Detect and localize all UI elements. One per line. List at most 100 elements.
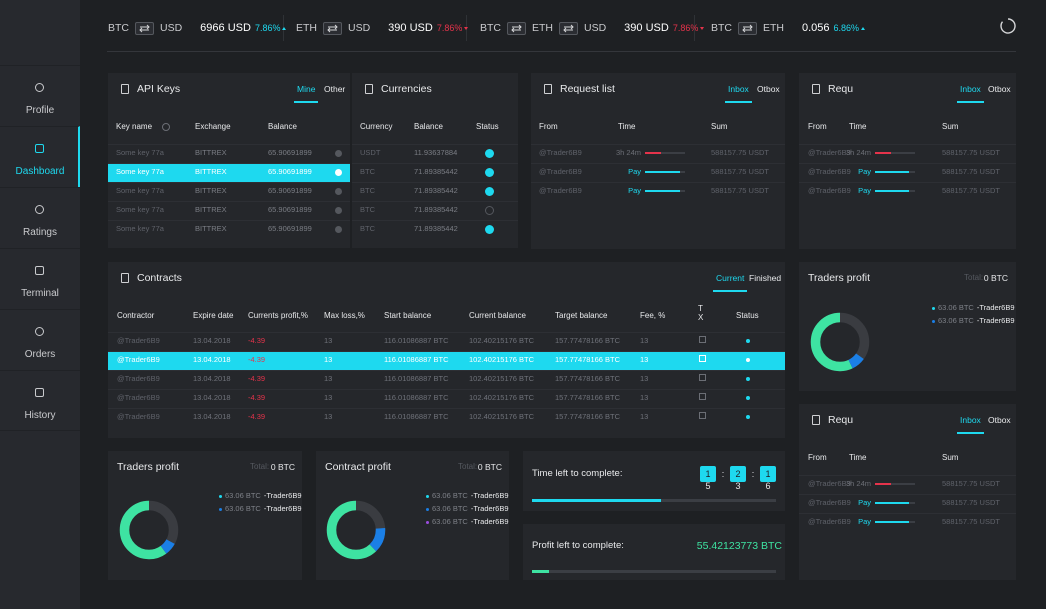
column-header[interactable]: Time (849, 453, 867, 462)
column-header[interactable]: Time (849, 122, 867, 131)
swap-icon[interactable] (559, 21, 578, 35)
nav-item[interactable]: Profile (0, 65, 80, 126)
nav-item[interactable]: History (0, 370, 80, 431)
table-row[interactable] (531, 181, 785, 202)
donut-segments (326, 500, 386, 560)
column-header[interactable]: T X (698, 304, 704, 322)
table-row[interactable] (799, 143, 1016, 164)
nav-item[interactable]: Orders (0, 309, 80, 370)
column-header[interactable]: Sum (942, 453, 959, 462)
table-row[interactable] (799, 474, 1016, 495)
table-row[interactable] (352, 143, 518, 164)
column-header[interactable]: Sum (942, 122, 959, 131)
column-header[interactable]: Start balance (384, 311, 432, 320)
ticker-item[interactable]: BTC ETH USD 390 USD 7.86% (480, 19, 705, 37)
column-header[interactable]: Max loss,% (324, 311, 365, 320)
table-row[interactable] (799, 512, 1016, 533)
column-header[interactable]: Expire date (193, 311, 234, 320)
swap-icon[interactable] (135, 21, 154, 35)
tab[interactable]: Current (716, 273, 745, 283)
tab[interactable]: Mine (297, 84, 316, 94)
table-row[interactable] (799, 162, 1016, 183)
table-row[interactable] (108, 200, 350, 220)
table-row[interactable] (108, 181, 350, 201)
column-header[interactable]: From (808, 453, 827, 462)
column-header[interactable]: Time (618, 122, 636, 131)
column-header[interactable]: Status (736, 311, 759, 320)
table-cell: Pay (858, 498, 871, 507)
link-icon[interactable] (699, 336, 706, 343)
swap-icon[interactable] (738, 21, 757, 35)
column-header[interactable]: Contractor (117, 311, 155, 320)
link-icon[interactable] (699, 374, 706, 381)
column-header[interactable]: From (808, 122, 827, 131)
table-cell: @Trader6B9 (808, 517, 851, 526)
column-header[interactable]: Status (476, 122, 499, 131)
nav-item[interactable]: Ratings (0, 187, 80, 248)
tab[interactable]: Inbox (728, 84, 749, 94)
column-header[interactable]: Balance (268, 122, 297, 131)
ticker-item[interactable]: ETH USD 390 USD 7.86% (296, 19, 469, 37)
column-header[interactable]: From (539, 122, 558, 131)
column-header[interactable]: Currency (360, 122, 393, 131)
table-row[interactable] (799, 181, 1016, 202)
tab[interactable]: Otbox (988, 415, 1011, 425)
tab[interactable]: Inbox (960, 84, 981, 94)
ticker-item[interactable]: BTC ETH 0.056 6.86% (711, 19, 866, 37)
tab[interactable]: Finished (749, 273, 782, 283)
table-row[interactable] (108, 407, 785, 427)
column-header[interactable]: Sum (711, 122, 728, 131)
column-header[interactable]: Currents profit,% (248, 311, 309, 320)
column-header[interactable]: Balance (414, 122, 443, 131)
remove-icon[interactable] (335, 187, 342, 195)
ticker-item[interactable]: BTC USD 6966 USD 7.86% (108, 19, 287, 37)
table-row[interactable] (531, 162, 785, 183)
table-cell: BTC (360, 205, 375, 214)
link-icon[interactable] (699, 393, 706, 400)
tab[interactable]: Inbox (960, 415, 981, 425)
nav-item[interactable]: Dashboard (0, 126, 80, 187)
panel: Traders profit Total: 0 BTC 63.06 BTC -Trade… (108, 451, 302, 580)
link-icon[interactable] (699, 412, 706, 419)
column-header[interactable]: Key name (116, 122, 153, 131)
swap-icon[interactable] (323, 21, 342, 35)
tab[interactable]: Other (324, 84, 346, 94)
refresh-icon[interactable] (999, 17, 1017, 35)
table-row[interactable] (352, 200, 518, 221)
remove-icon[interactable] (335, 225, 342, 233)
tab[interactable]: Otbox (988, 84, 1011, 94)
column-header[interactable]: Exchange (195, 122, 231, 131)
panel-title: Requ (828, 414, 854, 426)
table-row[interactable] (108, 369, 785, 389)
column-header[interactable]: Target balance (555, 311, 608, 320)
legend-item: 63.06 BTC -Trader6B9 (432, 516, 509, 528)
table-cell: 588157.75 USDT (942, 517, 1000, 526)
nav-item[interactable]: Terminal (0, 248, 80, 309)
table-row[interactable] (352, 219, 518, 240)
remove-icon[interactable] (335, 168, 342, 176)
table-row[interactable] (108, 350, 785, 370)
table-row[interactable] (352, 181, 518, 202)
table-cell: -4.39 (248, 412, 266, 421)
table-row[interactable] (531, 143, 785, 164)
table-row[interactable] (108, 388, 785, 408)
table-row[interactable] (799, 493, 1016, 514)
table-cell: 588157.75 USDT (711, 167, 769, 176)
table-row[interactable] (108, 331, 785, 351)
status-dot (746, 377, 750, 381)
table-row[interactable] (108, 162, 350, 182)
link-icon[interactable] (699, 355, 706, 362)
column-header[interactable]: Current balance (469, 311, 526, 320)
table-row[interactable] (108, 219, 350, 239)
donut-chart (326, 500, 386, 560)
remove-icon[interactable] (335, 149, 342, 157)
legend-amount: 63.06 BTC (432, 504, 468, 513)
swap-icon[interactable] (507, 21, 526, 35)
table-row[interactable] (352, 162, 518, 183)
column-header[interactable]: Fee, % (640, 311, 666, 320)
donut-segment (810, 312, 870, 372)
table-row[interactable] (108, 143, 350, 163)
tab[interactable]: Otbox (757, 84, 780, 94)
remove-icon[interactable] (335, 206, 342, 214)
table-cell: BITTREX (195, 205, 227, 214)
